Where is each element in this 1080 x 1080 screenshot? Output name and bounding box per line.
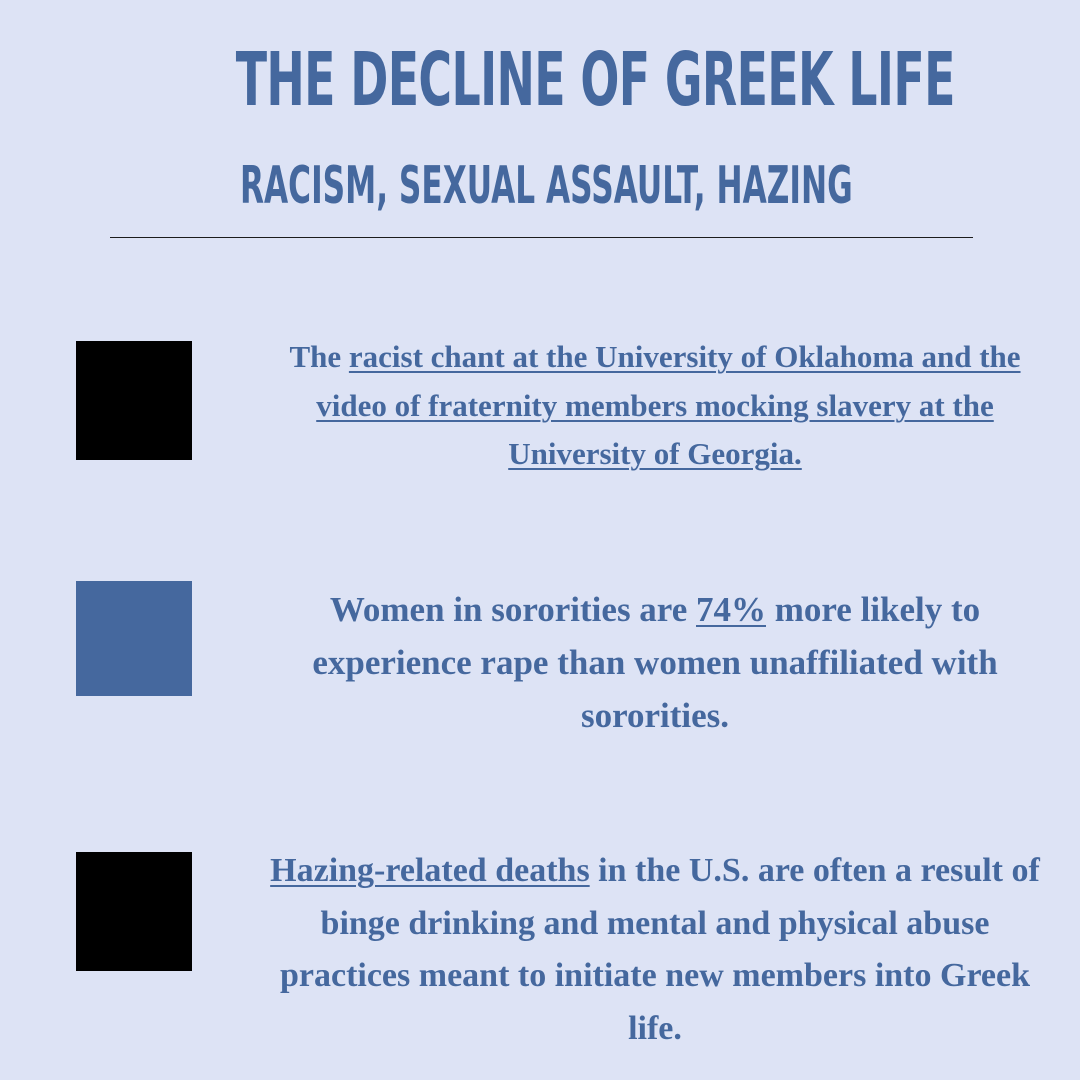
racist-chant-link[interactable]: racist chant at the University of Oklaho… xyxy=(316,339,1021,471)
fact-assault-lead: Women in sororities are xyxy=(329,590,696,629)
marker-square-blue xyxy=(76,581,192,696)
page-subtitle: RACISM, SEXUAL ASSAULT, HAZING xyxy=(240,156,853,216)
page-title: THE DECLINE OF GREEK LIFE xyxy=(235,37,956,123)
fact-hazing: Hazing-related deaths in the U.S. are of… xyxy=(270,845,1040,1055)
fact-racism: The racist chant at the University of Ok… xyxy=(270,333,1040,479)
marker-square-black xyxy=(76,341,192,460)
fact-hazing-tail: in the U.S. are often a result of binge … xyxy=(279,852,1040,1047)
marker-square-black xyxy=(76,852,192,971)
hazing-deaths-link[interactable]: Hazing-related deaths xyxy=(270,852,590,889)
fact-racism-lead: The xyxy=(289,339,349,374)
divider xyxy=(110,237,973,238)
percentage-link[interactable]: 74% xyxy=(696,590,766,629)
fact-sexual-assault: Women in sororities are 74% more likely … xyxy=(270,583,1040,742)
fact-assault-tail: more likely to experience rape than wome… xyxy=(312,590,998,735)
